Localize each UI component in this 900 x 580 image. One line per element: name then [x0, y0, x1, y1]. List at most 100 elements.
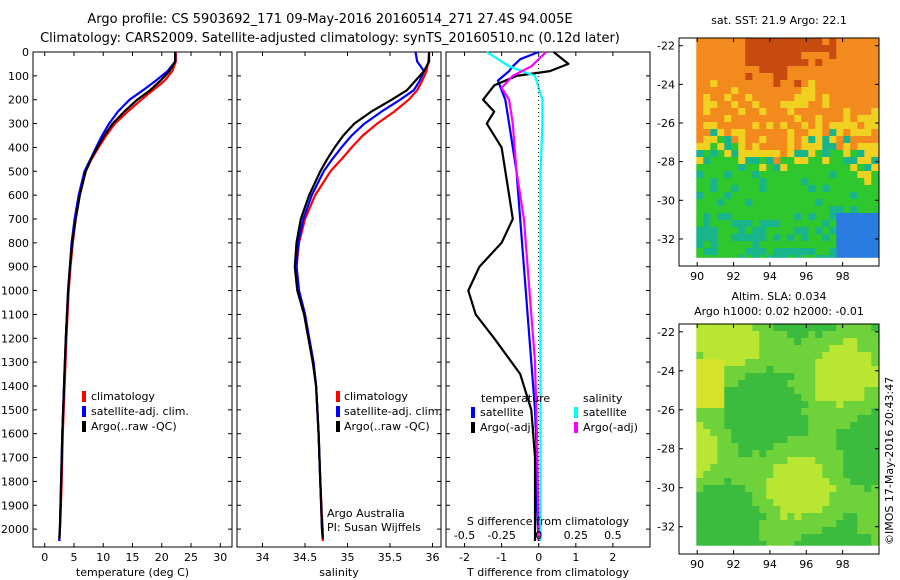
map-cell — [759, 457, 767, 465]
map-cell — [787, 192, 795, 200]
map-cell — [871, 234, 879, 242]
map-cell — [766, 513, 774, 521]
map-cell — [864, 73, 872, 81]
map-cell — [773, 331, 781, 339]
map-cell — [808, 185, 816, 193]
map-cell — [780, 38, 788, 46]
map-cell — [864, 192, 872, 200]
map-cell — [766, 401, 774, 409]
sla-map-frame — [678, 323, 880, 555]
map-cell — [815, 471, 823, 479]
s-tick-label: 0 — [535, 529, 542, 542]
map-cell — [731, 185, 739, 193]
map-cell — [815, 150, 823, 158]
map-cell — [696, 171, 704, 179]
map-cell — [710, 192, 718, 200]
map-cell — [857, 94, 865, 102]
map-cell — [738, 185, 746, 193]
map-cell — [843, 436, 851, 444]
map-cell — [794, 87, 802, 95]
map-cell — [766, 178, 774, 186]
map-cell — [864, 394, 872, 402]
map-cell — [815, 122, 823, 130]
map-cell — [773, 429, 781, 437]
map-cell — [836, 227, 844, 235]
map-cell — [794, 422, 802, 430]
map-cell — [787, 331, 795, 339]
map-cell — [703, 478, 711, 486]
y-tick-label: 1100 — [1, 308, 29, 321]
map-cell — [801, 248, 809, 256]
map-cell — [850, 380, 858, 388]
map-cell — [703, 464, 711, 472]
map-cell — [731, 457, 739, 465]
map-cell — [871, 366, 879, 374]
map-cell — [829, 492, 837, 500]
map-cell — [815, 429, 823, 437]
y-tick-label: 100 — [8, 70, 29, 83]
map-cell — [787, 471, 795, 479]
map-cell — [850, 157, 858, 165]
map-cell — [766, 248, 774, 256]
map-cell — [857, 255, 865, 258]
x-tick-label: 20 — [155, 551, 169, 564]
map-cell — [801, 199, 809, 207]
x-tick-label: 98 — [836, 270, 850, 283]
y-tick-label: 2000 — [1, 523, 29, 536]
map-cell — [780, 255, 788, 258]
map-cell — [710, 471, 718, 479]
map-cell — [850, 164, 858, 172]
map-cell — [710, 122, 718, 130]
map-cell — [773, 506, 781, 514]
map-cell — [864, 101, 872, 109]
map-cell — [857, 143, 865, 151]
map-cell — [836, 520, 844, 528]
map-cell — [801, 136, 809, 144]
map-cell — [850, 101, 858, 109]
map-cell — [759, 101, 767, 109]
map-cell — [808, 255, 816, 258]
map-cell — [724, 171, 732, 179]
map-cell — [731, 220, 739, 228]
legend-label: climatology — [344, 390, 408, 403]
map-cell — [815, 492, 823, 500]
map-cell — [843, 331, 851, 339]
map-cell — [773, 80, 781, 88]
y-tick-label: 1600 — [1, 428, 29, 441]
map-cell — [745, 234, 753, 242]
map-cell — [717, 255, 725, 258]
map-cell — [864, 338, 872, 346]
map-cell — [815, 234, 823, 242]
y-tick-label: -22 — [657, 326, 675, 339]
map-cell — [822, 422, 830, 430]
map-cell — [815, 101, 823, 109]
map-cell — [710, 80, 718, 88]
map-cell — [773, 241, 781, 249]
map-cell — [801, 129, 809, 137]
map-cell — [808, 380, 816, 388]
map-cell — [801, 66, 809, 74]
map-cell — [717, 171, 725, 179]
y-tick-label: -28 — [657, 443, 675, 456]
map-cell — [717, 108, 725, 116]
map-cell — [794, 534, 802, 542]
map-cell — [829, 143, 837, 151]
map-cell — [717, 401, 725, 409]
legend-label: satellite — [480, 406, 524, 419]
map-cell — [703, 471, 711, 479]
map-cell — [836, 485, 844, 493]
map-cell — [731, 192, 739, 200]
map-cell — [773, 527, 781, 535]
map-cell — [780, 234, 788, 242]
map-cell — [822, 541, 830, 546]
map-cell — [850, 143, 858, 151]
map-cell — [724, 499, 732, 507]
map-cell — [752, 422, 760, 430]
map-cell — [745, 164, 753, 172]
map-cell — [766, 359, 774, 367]
map-cell — [822, 73, 830, 81]
map-cell — [738, 255, 746, 258]
map-cell — [829, 192, 837, 200]
map-cell — [752, 234, 760, 242]
map-cell — [724, 115, 732, 123]
